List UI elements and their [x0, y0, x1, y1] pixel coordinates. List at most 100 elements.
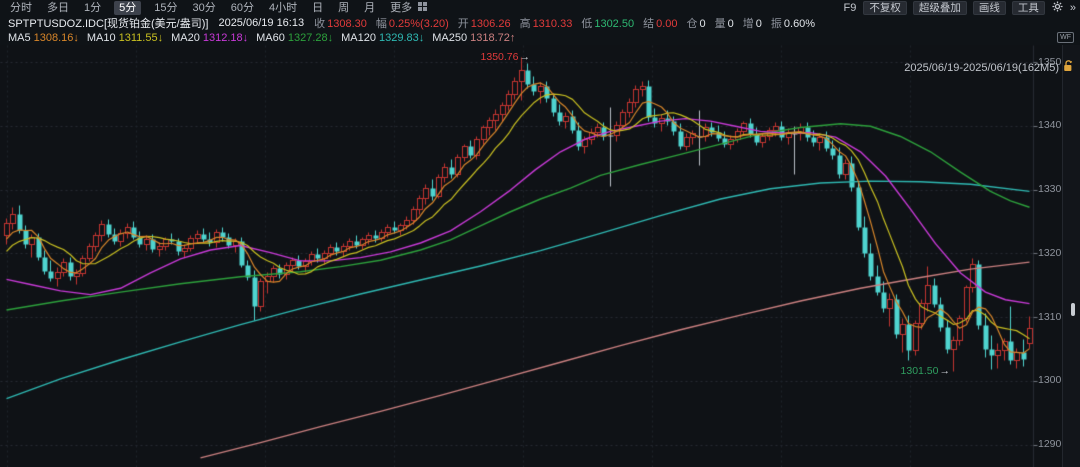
tool-button[interactable]: 不复权 — [863, 0, 907, 15]
interval-toolbar: 分时 多日 1分 5分 15分 30分 60分 4小时 日 周 月 更多 F9 不复权 超级叠加 画线 工具… — [0, 0, 1080, 15]
stat-value: 0 — [755, 17, 762, 30]
unlock-icon[interactable] — [1063, 60, 1074, 75]
price-axis-label: 1320 — [1038, 246, 1062, 259]
interval-tab[interactable]: 60分 — [230, 1, 254, 14]
ma-label: MA10 — [86, 31, 116, 44]
ma-label: MA20 — [171, 31, 200, 44]
interval-tab[interactable]: 更多 — [390, 1, 413, 14]
quote-stats: 收 1308.30 幅 0.25%(3.20) 开 1306.26 高 1310.33 低 130… — [314, 15, 815, 31]
wf-badge-icon[interactable]: WF — [1057, 32, 1074, 43]
stat-value: 1308.30 — [327, 17, 367, 30]
quote-stat: 收 1308.30 — [314, 15, 367, 31]
stat-label: 高 — [519, 17, 531, 30]
ma-value: 1311.55↓ — [118, 31, 164, 44]
price-axis-label: 1300 — [1038, 374, 1062, 387]
stat-value: 1310.33 — [532, 17, 573, 30]
stat-label: 振 — [770, 17, 782, 30]
quote-stat: 低 1302.50 — [581, 15, 634, 31]
tool-button[interactable]: 画线 — [972, 0, 1006, 15]
ma-value: 1329.83↓ — [378, 31, 425, 44]
ma-legend-item: MA20 1312.18↓ — [171, 32, 248, 44]
ma-value: 1327.28↓ — [287, 31, 334, 44]
stat-label: 开 — [457, 17, 469, 30]
price-axis-label: 1350 — [1038, 55, 1062, 68]
interval-tab[interactable]: 5分 — [114, 0, 142, 15]
date-range-label: 2025/06/19-2025/06/19(162M5) — [904, 61, 1059, 74]
ma-legend-item: MA120 1329.83↓ — [341, 32, 424, 44]
ma-legend-item: MA5 1308.16↓ — [8, 32, 79, 44]
tool-buttons: 不复权 超级叠加 画线 工具 — [863, 0, 1045, 15]
price-axis-label: 1290 — [1038, 438, 1062, 451]
stat-value: 0.60% — [783, 17, 816, 30]
gear-icon[interactable] — [1052, 0, 1063, 15]
ma-legend-item: MA60 1327.28↓ — [256, 32, 333, 44]
ma-legend: MA5 1308.16↓ MA10 1311.55↓ MA20 1312.18↓ MA60 1… — [0, 32, 515, 44]
quote-bar: SPTPTUSDOZ.IDC[现货铂金(美元/盎司)] 2025/06/19 1… — [0, 15, 1080, 43]
interval-tab[interactable]: 多日 — [47, 1, 69, 14]
annotation-arrow-icon: → — [939, 365, 951, 378]
quote-stat: 结 0.00 — [643, 15, 677, 31]
stat-value: 1302.50 — [594, 17, 635, 30]
price-axis-label: 1330 — [1038, 183, 1062, 196]
stat-value: 0.25%(3.20) — [388, 17, 449, 30]
interval-tab[interactable]: 30分 — [192, 1, 216, 14]
stat-value: 0 — [727, 17, 734, 30]
stat-label: 增 — [742, 17, 754, 30]
stat-value: 0.00 — [656, 17, 678, 30]
stat-value: 1306.26 — [470, 17, 511, 30]
ma-value: 1312.18↓ — [202, 31, 249, 44]
price-annotation: 1301.50→ — [901, 365, 950, 377]
quote-stat: 幅 0.25%(3.20) — [376, 15, 449, 31]
interval-tab[interactable]: 15分 — [154, 1, 178, 14]
chart-header: 分时 多日 1分 5分 15分 30分 60分 4小时 日 周 月 更多 F9 不复权 超级叠加 画线 工具… — [0, 0, 1080, 74]
quote-stat: 高 1310.33 — [520, 15, 573, 31]
ma-value: 1308.16↓ — [33, 31, 79, 44]
ma-label: MA250 — [432, 31, 468, 44]
annotation-text: 1301.50 — [900, 365, 939, 378]
price-annotation: 1350.76→ — [481, 51, 530, 63]
tool-button[interactable]: 工具 — [1011, 0, 1045, 15]
ma-label: MA5 — [8, 31, 31, 44]
interval-tab[interactable]: 日 — [312, 1, 324, 14]
f9-button[interactable]: F9 — [843, 1, 857, 14]
interval-tab[interactable]: 月 — [364, 1, 376, 14]
ma-value: 1318.72↑ — [470, 31, 516, 44]
stat-label: 幅 — [375, 17, 387, 30]
stat-label: 仓 — [686, 17, 698, 30]
annotation-text: 1350.76 — [480, 51, 519, 64]
price-axis-label: 1310 — [1038, 310, 1062, 323]
stat-label: 结 — [643, 17, 655, 30]
tool-button[interactable]: 超级叠加 — [912, 0, 967, 15]
quote-stat: 开 1306.26 — [458, 15, 511, 31]
quote-datetime: 2025/06/19 16:13 — [218, 16, 305, 29]
stat-label: 低 — [581, 17, 593, 30]
interval-tab[interactable]: 分时 — [10, 1, 32, 14]
price-axis-label: 1340 — [1038, 119, 1062, 132]
panel-collapse-handle[interactable] — [1071, 303, 1075, 316]
quote-stat: 振 0.60% — [771, 15, 815, 31]
ma-legend-bar: MA5 1308.16↓ MA10 1311.55↓ MA20 1312.18↓ MA60 1… — [0, 30, 1080, 74]
interval-tab[interactable]: 4小时 — [269, 1, 298, 14]
ma-label: MA60 — [256, 31, 285, 44]
ma-label: MA120 — [341, 31, 376, 44]
ma-legend-item: MA10 1311.55↓ — [87, 32, 163, 44]
stat-label: 量 — [714, 17, 726, 30]
more-grid-icon[interactable] — [418, 1, 428, 14]
stat-value: 0 — [699, 17, 706, 30]
annotation-arrow-icon: → — [519, 51, 531, 64]
interval-tabs: 分时 多日 1分 5分 15分 30分 60分 4小时 日 周 月 更多 — [0, 0, 414, 15]
date-range-box: 2025/06/19-2025/06/19(162M5) — [904, 60, 1074, 75]
chevron-double-right-icon[interactable]: » — [1069, 1, 1076, 14]
symbol-name: SPTPTUSDOZ.IDC[现货铂金(美元/盎司)] — [8, 17, 209, 30]
stat-label: 收 — [314, 17, 326, 30]
right-edge-panel — [1062, 45, 1080, 467]
interval-tab[interactable]: 1分 — [84, 1, 102, 14]
interval-tab[interactable]: 周 — [338, 1, 350, 14]
toolbar-right: F9 不复权 超级叠加 画线 工具 » — [844, 0, 1076, 15]
ma-legend-item: MA250 1318.72↑ — [432, 32, 515, 44]
